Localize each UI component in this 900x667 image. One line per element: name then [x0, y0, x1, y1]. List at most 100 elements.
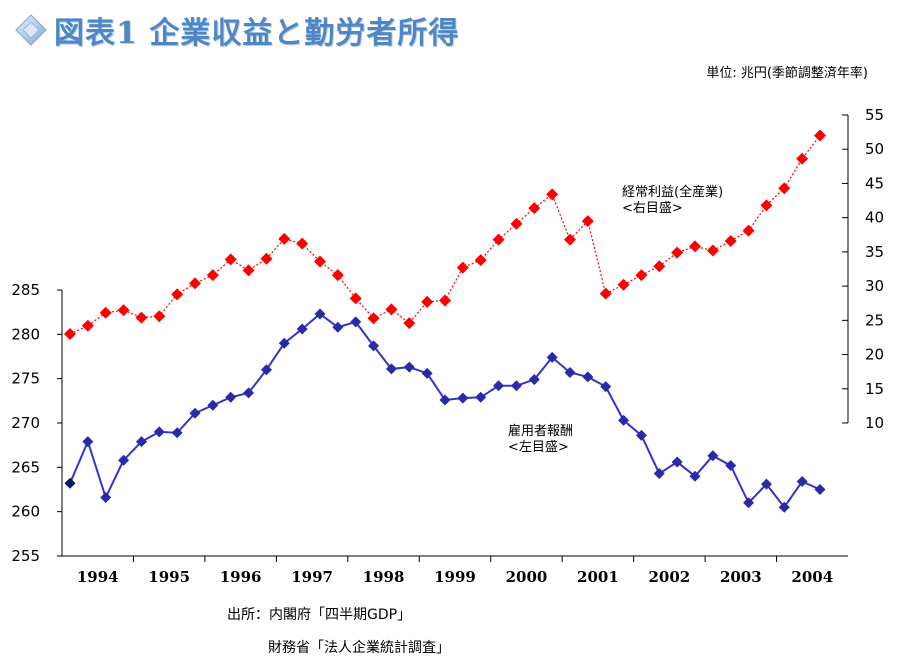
compensation-point — [457, 392, 469, 404]
compensation-point — [582, 371, 594, 383]
profits-point — [528, 202, 541, 215]
profits-point — [439, 294, 451, 307]
x-tick-label: 2003 — [720, 568, 762, 586]
profits-point — [278, 232, 291, 245]
compensation-point — [278, 337, 290, 349]
compensation-point — [546, 351, 558, 363]
compensation-point — [743, 497, 755, 509]
x-tick-label: 1999 — [434, 568, 476, 586]
profits-point — [689, 240, 701, 253]
x-tick-label: 2002 — [648, 568, 690, 586]
right-tick-label: 45 — [865, 174, 884, 192]
compensation-point — [260, 364, 272, 376]
chart-title: 図表1 企業収益と勤労者所得 — [14, 10, 460, 51]
x-tick-label: 1998 — [363, 568, 405, 586]
compensation-point — [243, 387, 255, 399]
compensation-point — [475, 391, 487, 403]
x-tick-label: 1994 — [77, 568, 119, 586]
left-tick-label: 260 — [11, 503, 40, 521]
profits-point — [796, 152, 809, 165]
right-tick-label: 30 — [865, 277, 884, 295]
profits-point — [671, 246, 684, 259]
compensation-point — [64, 477, 76, 489]
compensation-point — [778, 501, 790, 513]
compensation-point — [635, 429, 647, 441]
profits-point — [635, 269, 648, 282]
right-tick-label: 25 — [865, 311, 884, 329]
compensation-point — [564, 366, 576, 378]
compensation-point — [368, 340, 380, 352]
compensation-point — [118, 454, 130, 466]
profits-point — [81, 319, 94, 332]
left-tick-label: 255 — [11, 547, 40, 565]
compensation-point — [296, 323, 308, 335]
profits-point — [349, 292, 362, 305]
profits-point — [706, 244, 719, 257]
compensation-point — [225, 391, 237, 403]
x-tick-label: 2000 — [506, 568, 548, 586]
compensation-point — [493, 380, 505, 392]
profits-point — [153, 310, 166, 323]
compensation-point — [421, 367, 433, 379]
x-tick-label: 1996 — [220, 568, 262, 586]
compensation-point — [510, 380, 522, 392]
left-tick-label: 265 — [11, 458, 40, 476]
profits-series-label: 経常利益(全産業) <右目盛> — [622, 185, 724, 216]
profits-point — [64, 328, 76, 341]
compensation-point — [171, 427, 183, 439]
profits-point — [581, 215, 594, 228]
compensation-point — [153, 426, 165, 438]
compensation-point — [725, 460, 737, 472]
compensation-series-line — [69, 312, 821, 509]
profits-point — [778, 182, 791, 195]
compensation-point — [671, 456, 683, 468]
compensation-point — [689, 470, 701, 482]
compensation-point — [403, 361, 415, 373]
profits-point — [724, 234, 737, 247]
right-tick-label: 35 — [865, 243, 884, 261]
profits-point — [117, 304, 130, 317]
profits-point — [510, 217, 523, 230]
compensation-point — [314, 308, 326, 320]
compensation-point — [653, 468, 665, 480]
left-tick-label: 280 — [11, 325, 40, 343]
compensation-point — [385, 363, 397, 375]
compensation-point — [814, 484, 826, 495]
compensation-point — [796, 476, 808, 488]
left-tick-label: 275 — [11, 370, 40, 388]
profits-point — [206, 269, 219, 282]
profits-point — [474, 254, 487, 267]
compensation-point — [350, 316, 362, 328]
x-tick-label: 2004 — [791, 568, 833, 586]
profits-point — [456, 261, 469, 274]
source-line-2: 財務省「法人企業統計調査」 — [268, 640, 450, 656]
profits-point — [814, 129, 826, 142]
profits-point — [653, 260, 666, 273]
profits-point — [367, 312, 380, 325]
page-title: 図表1 企業収益と勤労者所得 — [54, 16, 460, 51]
compensation-point — [207, 399, 219, 411]
right-tick-label: 15 — [865, 380, 884, 398]
profits-point — [760, 199, 773, 212]
compensation-point — [439, 394, 451, 406]
diamond-logo-icon — [15, 14, 47, 46]
right-tick-label: 10 — [865, 414, 884, 432]
left-tick-label: 270 — [11, 414, 40, 432]
profits-point — [171, 288, 184, 301]
profits-point — [403, 317, 416, 330]
x-tick-label: 1997 — [291, 568, 333, 586]
compensation-point — [82, 436, 94, 448]
compensation-point — [528, 374, 540, 386]
profits-point — [242, 264, 255, 277]
compensation-point — [189, 407, 201, 419]
compensation-point — [618, 414, 630, 426]
profits-point — [135, 311, 148, 324]
right-tick-label: 20 — [865, 346, 884, 364]
right-tick-label: 40 — [865, 209, 884, 227]
profits-point — [421, 295, 434, 308]
compensation-point — [600, 381, 612, 393]
unit-label: 単位: 兆円(季節調整済年率) — [706, 66, 868, 81]
compensation-point — [332, 321, 344, 333]
profits-point — [564, 233, 576, 246]
